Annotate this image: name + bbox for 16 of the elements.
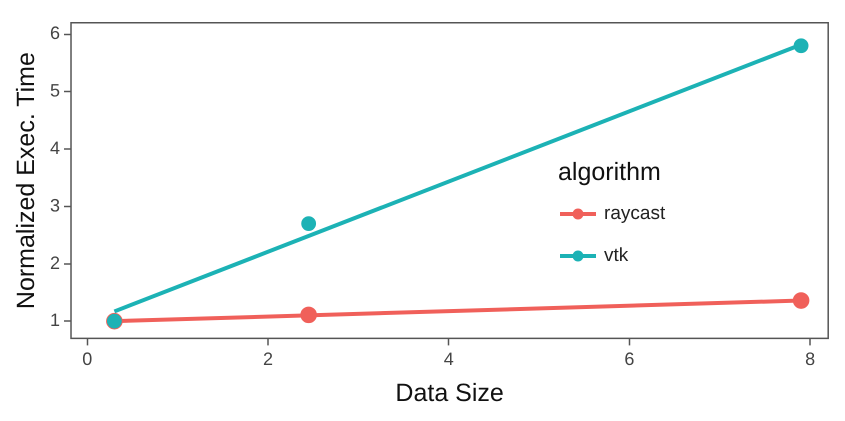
x-tick-label: 6 xyxy=(624,349,634,370)
y-tick-label: 5 xyxy=(50,80,60,101)
y-tick-label: 1 xyxy=(50,310,60,330)
y-tick-label: 4 xyxy=(50,138,60,158)
legend-title: algorithm xyxy=(558,158,662,187)
x-tick-label: 8 xyxy=(805,349,816,370)
x-tick-label: 0 xyxy=(82,349,92,370)
legend-label: raycast xyxy=(604,203,666,225)
y-tick-label: 6 xyxy=(50,23,60,44)
legend-label: vtk xyxy=(604,245,628,267)
x-axis-title: Data Size xyxy=(395,378,504,407)
x-tick-label: 2 xyxy=(262,349,273,370)
x-tick-label: 4 xyxy=(444,349,454,370)
y-axis-title: Normalized Exec. Time xyxy=(12,52,40,310)
y-tick-label: 2 xyxy=(50,252,60,273)
y-tick-label: 3 xyxy=(50,195,60,216)
